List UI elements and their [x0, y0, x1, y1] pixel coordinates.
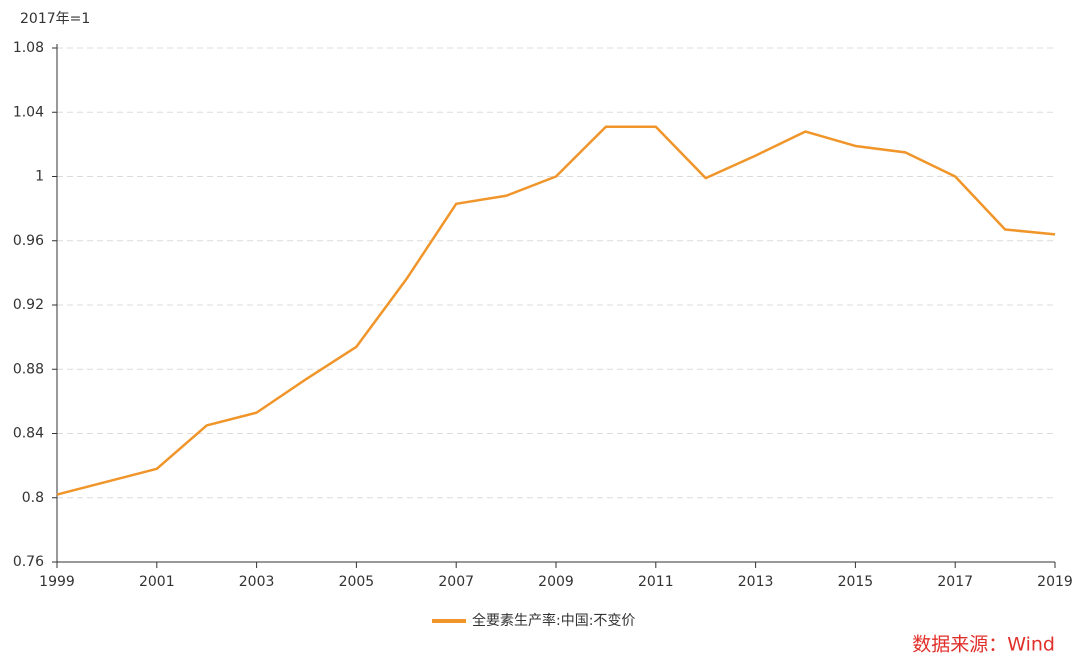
line: [56, 125, 1056, 496]
y-tick-label: 0.96: [13, 233, 44, 249]
x-tick-label: 2019: [1037, 574, 1073, 590]
y-tick-label: 0.84: [13, 426, 44, 442]
x-tick-label: 1999: [39, 574, 75, 590]
y-tick-label: 1.08: [13, 40, 44, 56]
x-tick-label: 2007: [438, 574, 474, 590]
source: 数据来源：Wind: [912, 634, 1055, 655]
x-tick-label: 2013: [738, 574, 774, 590]
x-tick-label: 2003: [239, 574, 275, 590]
x-tick-label: 2011: [638, 574, 674, 590]
y-tick-label: 1: [35, 169, 44, 185]
x-tick-label: 2009: [538, 574, 574, 590]
x-tick-label: 2017: [937, 574, 973, 590]
legend-label: 全要素生产率:中国:不变价: [472, 612, 635, 629]
y-tick-label: 1.04: [13, 104, 44, 120]
y-tick-label: 0.8: [22, 490, 44, 506]
x-tick-label: 2015: [838, 574, 874, 590]
y-tick-label: 0.88: [13, 361, 44, 377]
y-tick-label: 0.92: [13, 297, 44, 313]
y-axis-label: 2017年=1: [20, 11, 90, 27]
x-tick-label: 2001: [139, 574, 175, 590]
y-tick-label: 0.76: [13, 554, 44, 570]
x-tick-label: 2005: [339, 574, 375, 590]
